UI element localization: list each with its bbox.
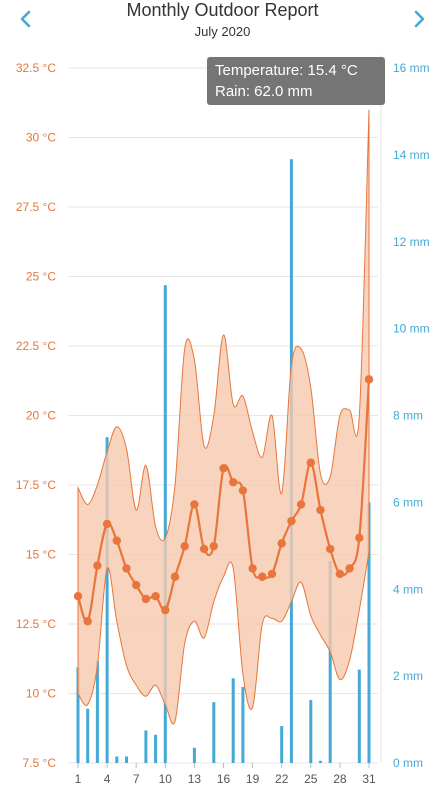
chevron-right-icon xyxy=(414,10,425,28)
rain-bar xyxy=(144,730,148,763)
temperature-tick-label: 20 °C xyxy=(26,409,56,423)
temperature-point xyxy=(199,544,209,554)
temperature-point xyxy=(180,541,189,551)
temperature-tick-label: 10 °C xyxy=(26,687,56,701)
rain-bar xyxy=(309,700,313,763)
temperature-tick-label: 25 °C xyxy=(26,270,56,284)
rain-tick-label: 6 mm xyxy=(393,495,423,509)
temperature-tick-label: 30 °C xyxy=(26,131,56,145)
temperature-point xyxy=(258,572,267,581)
rain-bar xyxy=(192,747,196,763)
temperature-point xyxy=(345,564,354,573)
rain-bar xyxy=(367,502,371,763)
temperature-point xyxy=(93,561,102,570)
rain-bar xyxy=(95,660,99,763)
temperature-point xyxy=(170,572,180,581)
report-header: Monthly Outdoor Report July 2020 xyxy=(0,0,445,50)
rain-bar xyxy=(154,734,158,763)
temperature-range-band xyxy=(77,109,370,725)
temperature-tick-label: 32.5 °C xyxy=(16,61,56,75)
temperature-point xyxy=(161,605,170,615)
temperature-point xyxy=(306,458,315,467)
rain-bar xyxy=(115,756,119,763)
temperature-tick-label: 17.5 °C xyxy=(16,478,56,492)
tooltip-temperature: Temperature: 15.4 °C xyxy=(215,62,358,79)
report-subtitle: July 2020 xyxy=(194,24,251,39)
x-tick-label: 19 xyxy=(246,772,260,786)
rain-bar xyxy=(231,678,235,763)
rain-tick-label: 4 mm xyxy=(393,582,423,596)
rain-tick-label: 12 mm xyxy=(393,235,430,249)
temperature-line xyxy=(73,375,374,626)
rain-bar xyxy=(280,726,284,763)
x-tick-label: 31 xyxy=(362,772,376,786)
x-tick-label: 25 xyxy=(304,772,318,786)
rain-tick-label: 0 mm xyxy=(393,756,423,770)
rain-bar xyxy=(163,285,167,763)
x-tick-label: 16 xyxy=(217,772,231,786)
temperature-point xyxy=(190,500,199,509)
temperature-tick-label: 12.5 °C xyxy=(16,617,56,631)
temperature-point xyxy=(151,592,160,601)
temperature-point xyxy=(73,592,83,601)
chevron-left-icon xyxy=(20,10,31,28)
temperature-point xyxy=(335,569,345,579)
temperature-point xyxy=(316,505,325,515)
temperature-point xyxy=(102,519,112,529)
x-tick-label: 13 xyxy=(188,772,202,786)
temperature-point xyxy=(219,464,228,473)
temperature-tick-label: 22.5 °C xyxy=(16,339,56,353)
rain-bar xyxy=(319,760,322,763)
temperature-point xyxy=(132,580,141,590)
temperature-point xyxy=(296,500,306,509)
x-tick-label: 22 xyxy=(275,772,289,786)
temperature-point xyxy=(248,564,257,573)
temperature-tick-label: 27.5 °C xyxy=(16,200,56,214)
rain-bar xyxy=(357,669,361,763)
x-tick-label: 7 xyxy=(133,772,140,786)
temperature-point xyxy=(355,533,364,543)
temperature-point xyxy=(83,617,92,626)
temperature-point xyxy=(364,375,374,384)
temperature-point xyxy=(112,536,122,545)
temperature-point xyxy=(267,569,277,579)
rain-bar xyxy=(241,686,245,763)
rain-bar xyxy=(125,756,128,763)
x-tick-label: 1 xyxy=(75,772,82,786)
temperature-tick-label: 7.5 °C xyxy=(23,756,57,770)
rain-bar xyxy=(212,702,216,763)
chart-tooltip: Temperature: 15.4 °C Rain: 62.0 mm xyxy=(207,57,385,105)
rain-bar xyxy=(328,561,332,763)
temperature-point xyxy=(326,544,335,554)
rain-tick-label: 8 mm xyxy=(393,409,423,423)
rain-bars xyxy=(76,159,371,763)
temperature-point xyxy=(287,516,296,526)
temperature-point xyxy=(238,486,248,495)
rain-tick-label: 10 mm xyxy=(393,322,430,336)
axes: 7.5 °C 10 °C 12.5 °C 15 °C 17.5 °C 20 °C 22.5 … xyxy=(16,61,430,786)
temperature-point xyxy=(122,564,131,573)
rain-tick-label: 16 mm xyxy=(393,61,430,75)
x-tick-label: 4 xyxy=(104,772,111,786)
rain-tick-label: 14 mm xyxy=(393,148,430,162)
rain-bar xyxy=(105,437,109,763)
report-title: Monthly Outdoor Report xyxy=(126,0,319,20)
temperature-range-area xyxy=(77,109,370,725)
temperature-point xyxy=(209,541,218,551)
rain-bar xyxy=(86,708,90,763)
tooltip-rain: Rain: 62.0 mm xyxy=(215,83,313,100)
previous-month-button[interactable] xyxy=(10,4,40,34)
temperature-point xyxy=(141,594,151,604)
rain-tick-label: 2 mm xyxy=(393,669,423,683)
x-tick-label: 28 xyxy=(333,772,347,786)
next-month-button[interactable] xyxy=(405,4,435,34)
temperature-point xyxy=(229,478,238,487)
temperature-tick-label: 15 °C xyxy=(26,548,56,562)
x-tick-label: 10 xyxy=(159,772,173,786)
rain-bar xyxy=(76,667,80,763)
temperature-point xyxy=(277,539,286,548)
